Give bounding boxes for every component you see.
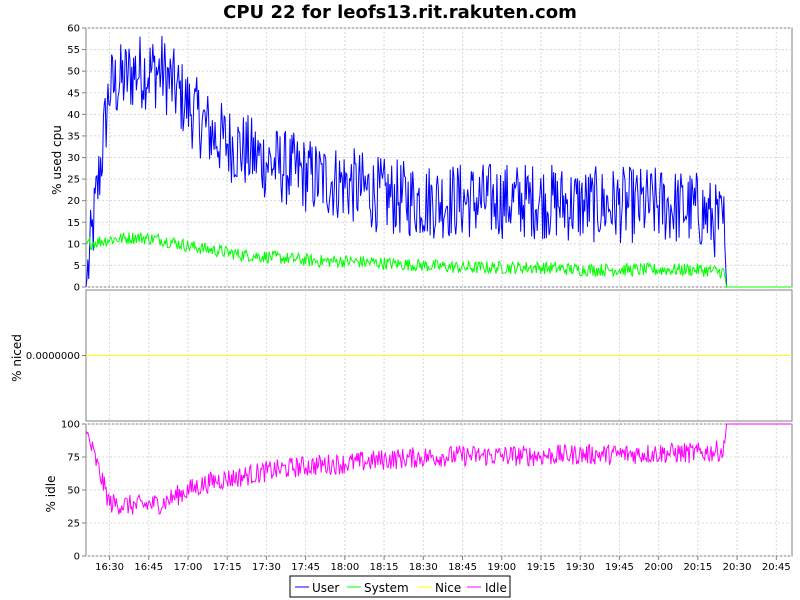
x-tick-label: 20:45 (762, 562, 791, 573)
series-line-system (85, 232, 792, 288)
y-tick-label: 40 (67, 110, 80, 121)
y-tick-label: 0 (74, 552, 80, 563)
ylabel-niced: % niced (10, 334, 24, 382)
x-tick-label: 20:00 (644, 562, 673, 573)
x-tick-label: 19:45 (605, 562, 634, 573)
x-tick-label: 20:30 (723, 562, 752, 573)
x-tick-label: 18:15 (370, 562, 399, 573)
legend-label-nice: Nice (435, 581, 461, 595)
y-tick-label: 0.0000000 (26, 351, 80, 362)
x-tick-label: 18:45 (448, 562, 477, 573)
x-tick-label: 19:00 (487, 562, 516, 573)
legend-label-user: User (312, 581, 339, 595)
x-tick-label: 17:15 (213, 562, 242, 573)
x-tick-label: 17:30 (252, 562, 281, 573)
ylabel-used: % used cpu (50, 125, 64, 195)
y-tick-label: 15 (67, 218, 80, 229)
legend-box (289, 575, 511, 598)
y-tick-label: 5 (74, 261, 80, 272)
y-tick-label: 100 (61, 420, 80, 431)
y-tick-label: 20 (67, 196, 80, 207)
y-tick-label: 25 (67, 175, 80, 186)
chart-title: CPU 22 for leofs13.rit.rakuten.com (223, 2, 577, 23)
x-tick-label: 18:00 (330, 562, 359, 573)
y-tick-label: 50 (67, 486, 80, 497)
y-tick-label: 55 (67, 45, 80, 56)
series-line-user (85, 36, 792, 288)
y-tick-label: 75 (67, 453, 80, 464)
y-tick-label: 10 (67, 239, 80, 250)
y-tick-label: 0 (74, 283, 80, 294)
y-tick-label: 50 (67, 67, 80, 78)
y-tick-label: 35 (67, 131, 80, 142)
x-tick-label: 17:00 (174, 562, 203, 573)
y-tick-label: 25 (67, 519, 80, 530)
x-tick-label: 16:30 (95, 562, 124, 573)
ylabel-idle: % idle (44, 476, 58, 513)
legend-label-system: System (364, 581, 409, 595)
y-tick-label: 30 (67, 153, 80, 164)
legend: User System Nice Idle (289, 575, 511, 598)
x-tick-label: 19:30 (566, 562, 595, 573)
x-tick-label: 19:15 (527, 562, 556, 573)
x-tick-label: 17:45 (291, 562, 320, 573)
y-tick-label: 60 (67, 24, 80, 35)
series-layer (85, 36, 792, 515)
series-line-idle (85, 423, 792, 515)
axis-layer: 16:30 16:45 17:00 17:15 17:30 17:45 18:00 18:15… (26, 24, 791, 574)
legend-label-idle: Idle (485, 581, 507, 595)
x-tick-label: 16:45 (134, 562, 163, 573)
x-tick-label: 20:15 (683, 562, 712, 573)
x-tick-label: 18:30 (409, 562, 438, 573)
y-tick-label: 45 (67, 88, 80, 99)
